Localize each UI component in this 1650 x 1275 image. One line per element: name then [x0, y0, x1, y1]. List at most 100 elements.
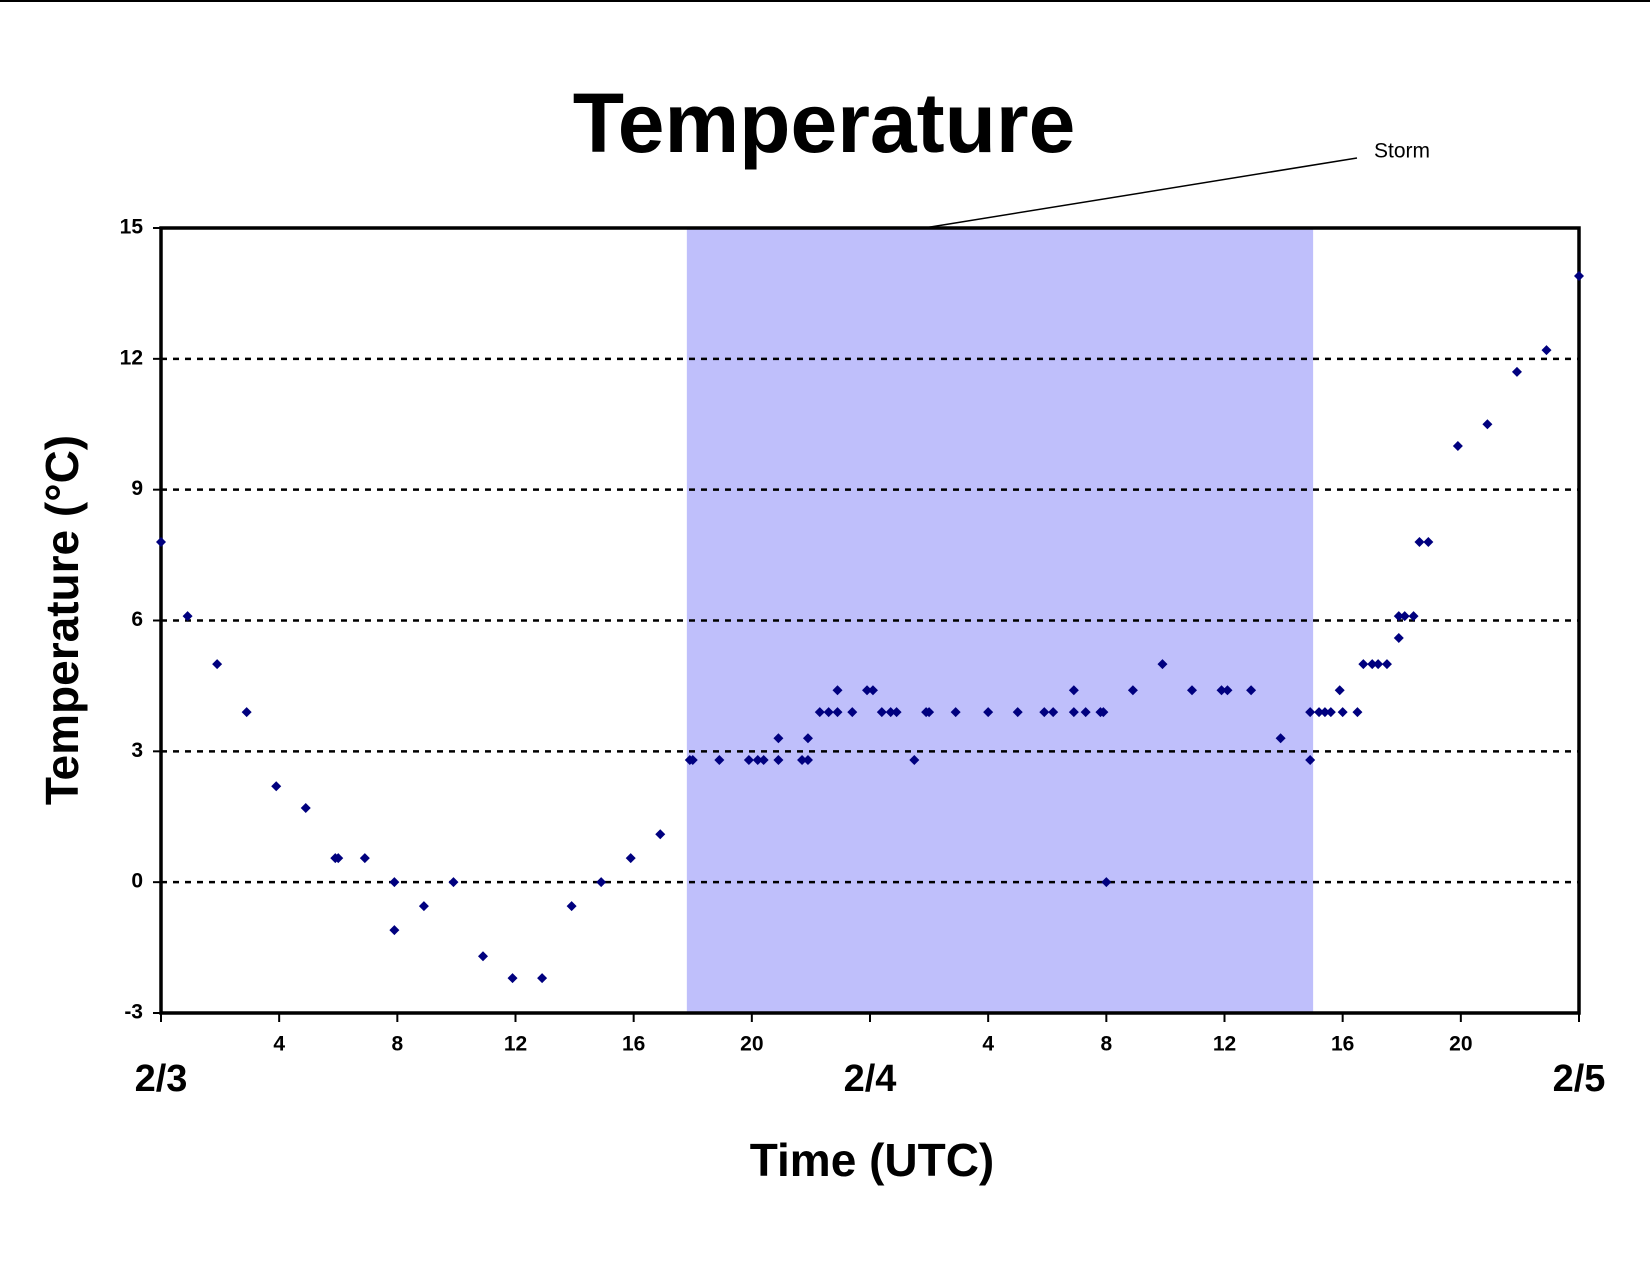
- data-point: [1068, 685, 1079, 696]
- data-point: [1187, 685, 1198, 696]
- plot-frame: [159, 226, 1581, 1015]
- data-point: [891, 707, 902, 718]
- data-point: [1381, 659, 1392, 670]
- data-point: [1373, 659, 1384, 670]
- data-point: [1039, 707, 1050, 718]
- data-point: [773, 755, 784, 766]
- data-point: [867, 685, 878, 696]
- data-point: [1541, 345, 1552, 356]
- data-point: [1399, 611, 1410, 622]
- data-point: [862, 685, 873, 696]
- data-point: [885, 707, 896, 718]
- y-axis-label: Temperature (°C): [36, 435, 88, 805]
- data-point: [478, 951, 489, 962]
- data-point: [1127, 685, 1138, 696]
- data-point: [271, 781, 282, 792]
- data-point: [814, 707, 825, 718]
- data-point: [1319, 707, 1330, 718]
- chart-title: Temperature: [573, 76, 1076, 170]
- data-point: [596, 877, 607, 888]
- data-point: [389, 925, 400, 936]
- x-tick-label: 8: [1100, 1033, 1112, 1056]
- data-point: [1305, 707, 1316, 718]
- data-point: [1325, 707, 1336, 718]
- data-point: [1246, 685, 1257, 696]
- x-tick-label: 12: [504, 1033, 527, 1056]
- data-point: [1482, 419, 1493, 430]
- data-point: [752, 755, 763, 766]
- data-point: [1314, 707, 1325, 718]
- data-point: [182, 611, 193, 622]
- x-tick-label: 20: [1449, 1033, 1472, 1056]
- data-point: [802, 755, 813, 766]
- data-point: [507, 973, 518, 984]
- x-tick-label: 16: [1331, 1033, 1354, 1056]
- data-point: [333, 853, 344, 864]
- data-point: [655, 829, 666, 840]
- data-point: [1337, 707, 1348, 718]
- data-point: [758, 755, 769, 766]
- data-point: [847, 707, 858, 718]
- data-point: [924, 707, 935, 718]
- x-tick-label: 8: [391, 1033, 403, 1056]
- data-point: [909, 755, 920, 766]
- x-tick-label: 4: [982, 1033, 994, 1056]
- data-point: [1012, 707, 1023, 718]
- data-point: [300, 803, 311, 814]
- annotation-leader: [917, 157, 1358, 230]
- data-point: [1068, 707, 1079, 718]
- data-point: [876, 707, 887, 718]
- data-point: [1216, 685, 1227, 696]
- x-tick-label: 4: [273, 1033, 285, 1056]
- data-point: [241, 707, 252, 718]
- data-point: [1574, 270, 1584, 281]
- x-tick-label: 16: [622, 1033, 645, 1056]
- data-point: [1393, 632, 1404, 643]
- data-point: [950, 707, 961, 718]
- data-point: [625, 853, 636, 864]
- y-tick-label: 0: [131, 870, 143, 893]
- data-point: [1393, 611, 1404, 622]
- data-point: [156, 537, 166, 547]
- data-point: [418, 901, 429, 912]
- annotation: Storm: [1374, 140, 1430, 163]
- data-point: [1048, 707, 1059, 718]
- data-point: [1367, 659, 1378, 670]
- data-point: [1275, 733, 1286, 744]
- data-point: [832, 707, 843, 718]
- y-tick-label: 9: [131, 477, 143, 500]
- y-tick-label: 3: [131, 739, 143, 762]
- data-point: [983, 707, 994, 718]
- data-point: [1157, 659, 1168, 670]
- data-point: [1423, 537, 1434, 547]
- data-point: [1098, 707, 1109, 718]
- data-point: [1222, 685, 1233, 696]
- data-point: [448, 877, 459, 888]
- data-point: [802, 733, 813, 744]
- data-point: [832, 685, 843, 696]
- data-point: [1452, 441, 1463, 452]
- data-point: [823, 707, 834, 718]
- y-tick-label: 12: [120, 346, 143, 369]
- data-point: [797, 755, 808, 766]
- data-point: [212, 659, 223, 670]
- data-point: [1352, 707, 1363, 718]
- date-tick-label: 2/4: [844, 1058, 897, 1100]
- data-point: [1358, 659, 1369, 670]
- data-point: [1080, 707, 1091, 718]
- date-tick-label: 2/5: [1553, 1058, 1606, 1100]
- data-point: [566, 901, 577, 912]
- data-point: [1305, 755, 1316, 766]
- x-axis-label: Time (UTC): [750, 1134, 995, 1186]
- y-tick-label: 15: [120, 216, 144, 239]
- data-point: [1414, 537, 1425, 547]
- x-tick-label: 12: [1213, 1033, 1236, 1056]
- data-point: [1511, 366, 1522, 377]
- data-point: [743, 755, 754, 766]
- y-tick-label: 6: [131, 608, 143, 631]
- data-point: [714, 755, 725, 766]
- x-tick-label: 20: [740, 1033, 763, 1056]
- data-point: [1334, 685, 1345, 696]
- data-point: [687, 755, 698, 766]
